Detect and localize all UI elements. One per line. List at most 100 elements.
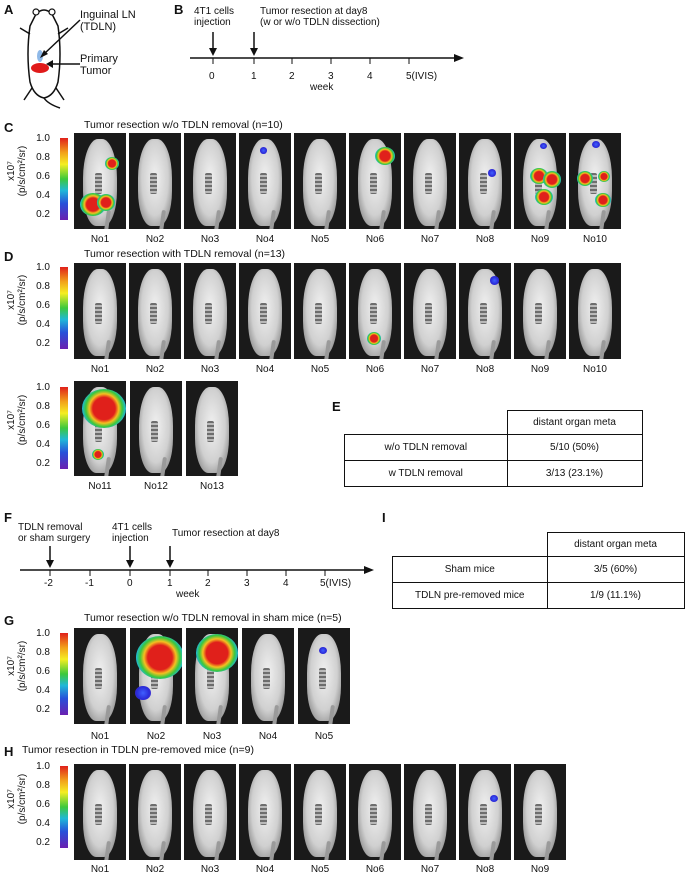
d-mouse-image [74,263,126,359]
c-mouse-image [129,133,181,229]
tumor-label: Primary [80,53,118,65]
d-mouse-label: No6 [365,364,385,375]
ear-tag-marks [589,173,598,195]
f-event0: TDLN removal [18,522,83,533]
panel-c-letter: C [4,120,14,135]
h-mouse-image [184,764,236,860]
cb-h-1: 1.0 [36,761,50,772]
d-mouse-image [514,263,566,359]
ear-tag-marks [534,303,543,325]
ln-label: Inguinal LN [80,9,136,21]
d-mouse-image [459,263,511,359]
ear-tag-marks [534,804,543,826]
cb-d-2: 0.8 [36,281,50,292]
f-event1: 4T1 cells [112,522,153,533]
c-mouse-label: No2 [145,234,165,245]
luminescence-signal [375,147,395,166]
ear-tag-marks [589,303,598,325]
f-tick-6: 4 [283,578,289,589]
d-mouse-label: No5 [310,364,330,375]
b-tick-4: 4 [367,71,373,82]
luminescence-signal [534,188,553,205]
h-mouse-image [239,764,291,860]
h-mouse-label: No1 [90,864,110,875]
h-title: Tumor resection in TDLN pre-removed mice… [22,744,254,756]
b-tick-2: 2 [289,71,295,82]
h-mouse-label: No4 [255,864,275,875]
f-event0b: or sham surgery [18,533,91,544]
f-tick-0: -2 [44,578,53,589]
g-mouse-label: No4 [258,731,278,742]
d-mouse-image [404,263,456,359]
ear-tag-marks [479,804,488,826]
unit-d2-1: x10⁷ [6,410,17,430]
luminescence-signal [595,192,611,207]
b-event1b: injection [194,17,231,28]
cb-d2-3: 0.6 [36,420,50,431]
cb-h-5: 0.2 [36,837,50,848]
table-e: distant organ meta w/o TDLN removal 5/10… [344,410,643,487]
table-e-row2-label: w TDLN removal [344,460,508,487]
cb-d2-2: 0.8 [36,401,50,412]
table-i-row1-label: Sham mice [392,556,548,583]
d-mouse-image [349,263,401,359]
ear-tag-marks [94,303,103,325]
cb-d2-4: 0.4 [36,439,50,450]
luminescence-signal [259,147,267,154]
panel-b-letter: B [174,2,184,17]
unit-c-2: (p/s/cm²/sr) [17,145,28,197]
c-mouse-label: No4 [255,234,275,245]
f-tick-7: 5(IVIS) [320,578,352,589]
d2-mouse-image [186,381,238,476]
panel-f-letter: F [4,510,12,525]
c-mouse-image [459,133,511,229]
f-unit: week [176,589,200,600]
d-mouse-label: No2 [145,364,165,375]
f-tick-2: 0 [127,578,133,589]
ear-tag-marks [424,173,433,195]
h-mouse-image [74,764,126,860]
cb-h-2: 0.8 [36,780,50,791]
c-mouse-label: No8 [475,234,495,245]
ear-tag-marks [262,668,271,690]
h-mouse-label: No2 [145,864,165,875]
g-mouse-image [74,628,126,724]
h-mouse-label: No3 [200,864,220,875]
ear-tag-marks [204,804,213,826]
d2-mouse-label: No13 [200,481,224,492]
f-tick-5: 3 [244,578,250,589]
unit-d-2: (p/s/cm²/sr) [17,274,28,326]
g-title: Tumor resection w/o TDLN removal in sham… [84,612,342,624]
ear-tag-marks [314,804,323,826]
d-mouse-label: No7 [420,364,440,375]
timeline-f [20,546,374,576]
timeline-b [190,32,464,64]
d-mouse-label: No3 [200,364,220,375]
ear-tag-marks [94,173,103,195]
d-mouse-image [239,263,291,359]
cb-d2-1: 1.0 [36,382,50,393]
panel-g-letter: G [4,613,15,628]
g-mouse-label: No3 [202,731,222,742]
luminescence-signal [196,633,238,672]
f-tick-1: -1 [85,578,94,589]
cb-h-4: 0.4 [36,818,50,829]
b-tick-0: 0 [209,71,215,82]
colorbar-h [60,766,68,848]
cb-g-4: 0.4 [36,685,50,696]
luminescence-signal [97,194,116,211]
ear-tag-marks [149,173,158,195]
ear-tag-marks [534,173,543,195]
c-mouse-label: No3 [200,234,220,245]
g-mouse-image [186,628,238,724]
unit-g: x10⁷ (p/s/cm²/sr) [6,631,28,701]
ear-tag-marks [369,804,378,826]
ear-tag-marks [94,804,103,826]
luminescence-signal [542,171,561,188]
panel-i-letter: I [382,510,386,525]
ear-tag-marks [479,303,488,325]
cb-d-5: 0.2 [36,338,50,349]
table-e-row1-value: 5/10 (50%) [506,434,643,461]
h-mouse-label: No9 [530,864,550,875]
b-unit: week [310,82,334,93]
